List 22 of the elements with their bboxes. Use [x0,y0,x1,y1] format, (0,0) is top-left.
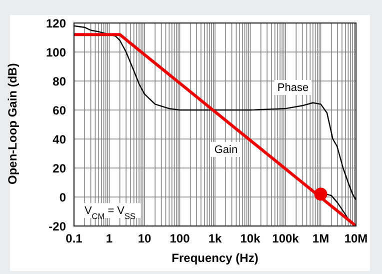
annotation: Gain [214,144,238,156]
x-tick-label: 1M [312,232,330,246]
x-tick-label: 10 [138,232,152,246]
y-tick-label: 60 [52,103,66,118]
y-tick-label: 100 [46,45,66,60]
y-tick-label: 120 [46,16,66,30]
x-tick-label: 10k [240,232,261,246]
y-tick-label: -20 [48,219,66,234]
x-tick-label: 1k [208,232,222,246]
y-axis-title: Open-Loop Gain (dB) [5,63,20,184]
y-tick-label: 40 [52,132,66,146]
annotation: Phase [277,82,309,94]
y-tick-label: 20 [52,161,66,176]
x-tick-label: 0.1 [66,232,83,246]
x-tick-label: 1 [106,232,113,246]
annotation: V$_{CM}$ = V$_{SS}$ [84,205,136,220]
x-tick-label: 100 [170,232,190,246]
y-tick-label: 80 [52,74,66,88]
x-axis-title: Frequency (Hz) [172,251,258,265]
x-tick-label: 100k [272,232,300,246]
y-tick-label: 0 [59,190,66,204]
x-tick-label: 10M [344,232,368,246]
